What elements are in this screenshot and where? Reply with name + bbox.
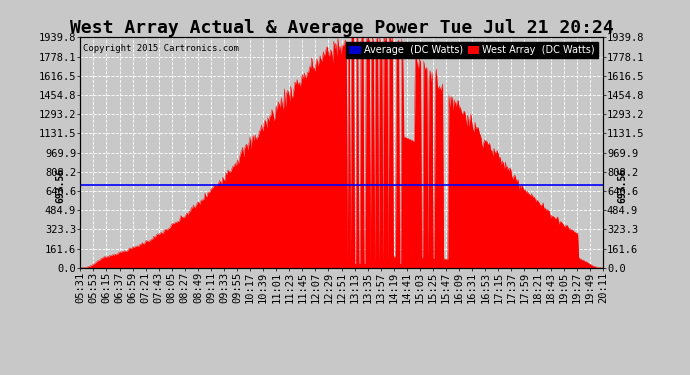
Text: 693.56: 693.56	[618, 168, 628, 203]
Title: West Array Actual & Average Power Tue Jul 21 20:24: West Array Actual & Average Power Tue Ju…	[70, 19, 613, 37]
Text: Copyright 2015 Cartronics.com: Copyright 2015 Cartronics.com	[83, 44, 239, 53]
Text: 693.56: 693.56	[55, 168, 66, 203]
Legend: Average  (DC Watts), West Array  (DC Watts): Average (DC Watts), West Array (DC Watts…	[346, 42, 598, 58]
